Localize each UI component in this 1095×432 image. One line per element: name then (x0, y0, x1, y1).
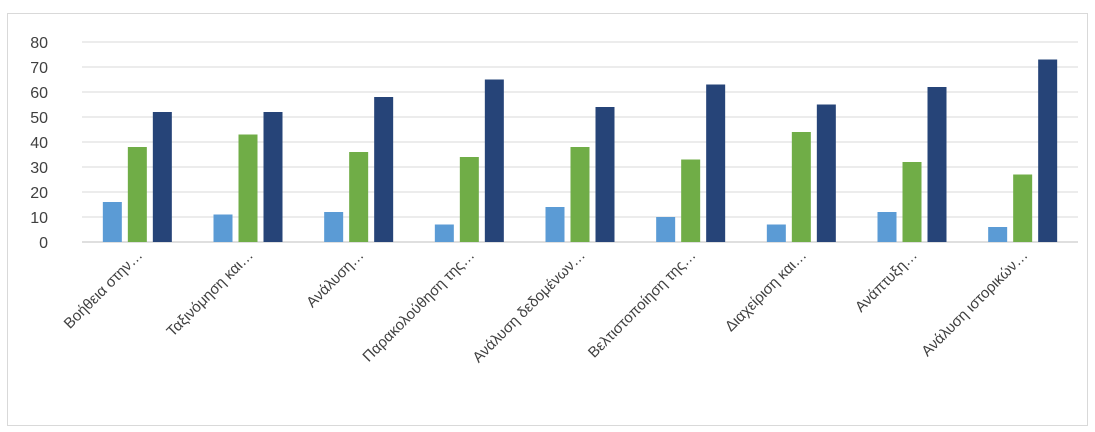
bar-3-4 (484, 79, 504, 242)
bar-1-3 (324, 212, 344, 242)
bar-3-5 (595, 107, 615, 242)
bar-1-8 (877, 212, 897, 242)
bar-2-6 (681, 159, 701, 242)
bar-2-2 (238, 134, 258, 242)
y-tick-label-80: 80 (30, 35, 48, 52)
bar-2-4 (459, 157, 479, 242)
category-label-8: Ανάπτυξη… (852, 247, 921, 316)
y-tick-label-10: 10 (30, 210, 48, 227)
category-label-1: Βοήθεια στην… (61, 247, 147, 333)
bar-1-5 (545, 207, 565, 242)
bar-3-8 (927, 87, 947, 242)
y-tick-label-60: 60 (30, 85, 48, 102)
y-tick-label-20: 20 (30, 185, 48, 202)
bar-2-9 (1013, 174, 1033, 242)
y-tick-label-50: 50 (30, 110, 48, 127)
bar-1-4 (434, 224, 454, 242)
category-label-2: Ταξινόμηση και… (163, 247, 256, 340)
category-label-5: Ανάλυση δεδομένων… (469, 247, 588, 366)
bar-2-1 (127, 147, 147, 242)
category-label-7: Διαχείριση και… (722, 247, 810, 335)
bar-3-2 (263, 112, 283, 242)
bar-3-9 (1038, 59, 1058, 242)
bar-1-7 (766, 224, 786, 242)
bar-3-7 (816, 104, 836, 242)
bar-2-3 (349, 152, 369, 242)
category-label-4: Παρακολούθηση της… (359, 247, 478, 366)
y-tick-label-0: 0 (39, 235, 48, 252)
bar-3-6 (706, 84, 726, 242)
bar-1-1 (102, 202, 122, 242)
bar-2-5 (570, 147, 590, 242)
bar-3-3 (374, 97, 394, 242)
y-tick-label-30: 30 (30, 160, 48, 177)
y-tick-label-70: 70 (30, 60, 48, 77)
bar-2-7 (791, 132, 811, 242)
bar-1-9 (988, 227, 1008, 242)
category-label-9: Ανάλυση ιστορικών… (918, 247, 1031, 360)
category-label-3: Ανάλυση… (303, 247, 367, 311)
bar-1-6 (656, 217, 676, 242)
bar-3-1 (152, 112, 172, 242)
category-label-6: Βελτιστοποίηση της… (585, 247, 700, 362)
bar-2-8 (902, 162, 922, 242)
y-tick-label-40: 40 (30, 135, 48, 152)
bar-1-2 (213, 214, 233, 242)
